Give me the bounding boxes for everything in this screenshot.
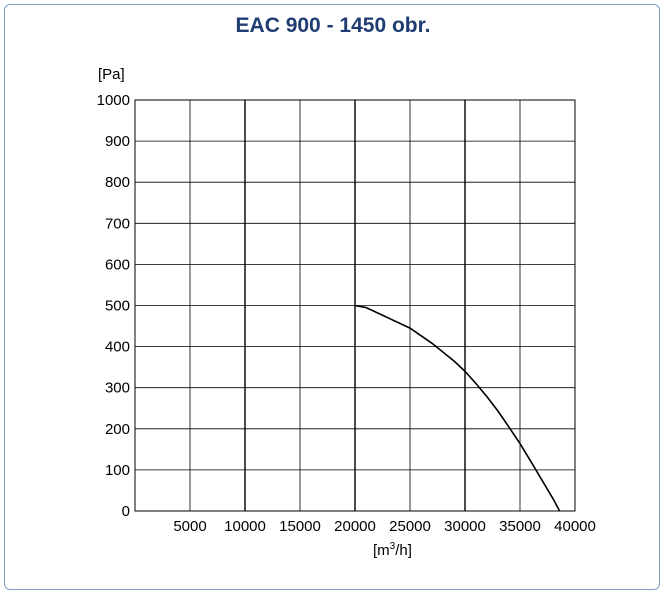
- chart-title: EAC 900 - 1450 obr.: [235, 14, 431, 37]
- x-axis-unit-sup: 3: [390, 541, 396, 552]
- x-tick-label: 30000: [444, 518, 486, 535]
- x-axis-unit-base: [m: [373, 542, 390, 559]
- x-tick-label: 25000: [389, 518, 431, 535]
- y-tick-label: 1000: [97, 92, 130, 109]
- x-axis-unit: [m3/h]: [373, 541, 412, 559]
- y-tick-label: 700: [105, 215, 130, 232]
- x-tick-label: 35000: [499, 518, 541, 535]
- y-tick-label: 900: [105, 133, 130, 150]
- y-tick-label: 100: [105, 462, 130, 479]
- y-tick-label: 200: [105, 421, 130, 438]
- y-tick-label: 800: [105, 174, 130, 191]
- x-tick-label: 40000: [554, 518, 596, 535]
- y-tick-labels: 0 100 200 300 400 500 600 700 800 900 1000: [97, 92, 130, 520]
- y-tick-label: 600: [105, 256, 130, 273]
- x-tick-label: 15000: [279, 518, 321, 535]
- y-tick-label: 500: [105, 298, 130, 315]
- x-tick-label: 20000: [334, 518, 376, 535]
- x-tick-label: 10000: [224, 518, 266, 535]
- plot-border: [134, 99, 576, 512]
- y-tick-label: 0: [122, 503, 130, 520]
- y-axis-unit: [Pa]: [98, 66, 125, 83]
- x-axis-unit-tail: /h]: [395, 542, 412, 559]
- chart-frame: [4, 4, 660, 590]
- x-tick-label: 5000: [173, 518, 206, 535]
- y-tick-label: 300: [105, 380, 130, 397]
- fan-curve-series: [354, 304, 561, 512]
- x-tick-labels: 5000 10000 15000 20000 25000 30000 35000 40000: [173, 518, 596, 535]
- y-tick-label: 400: [105, 339, 130, 356]
